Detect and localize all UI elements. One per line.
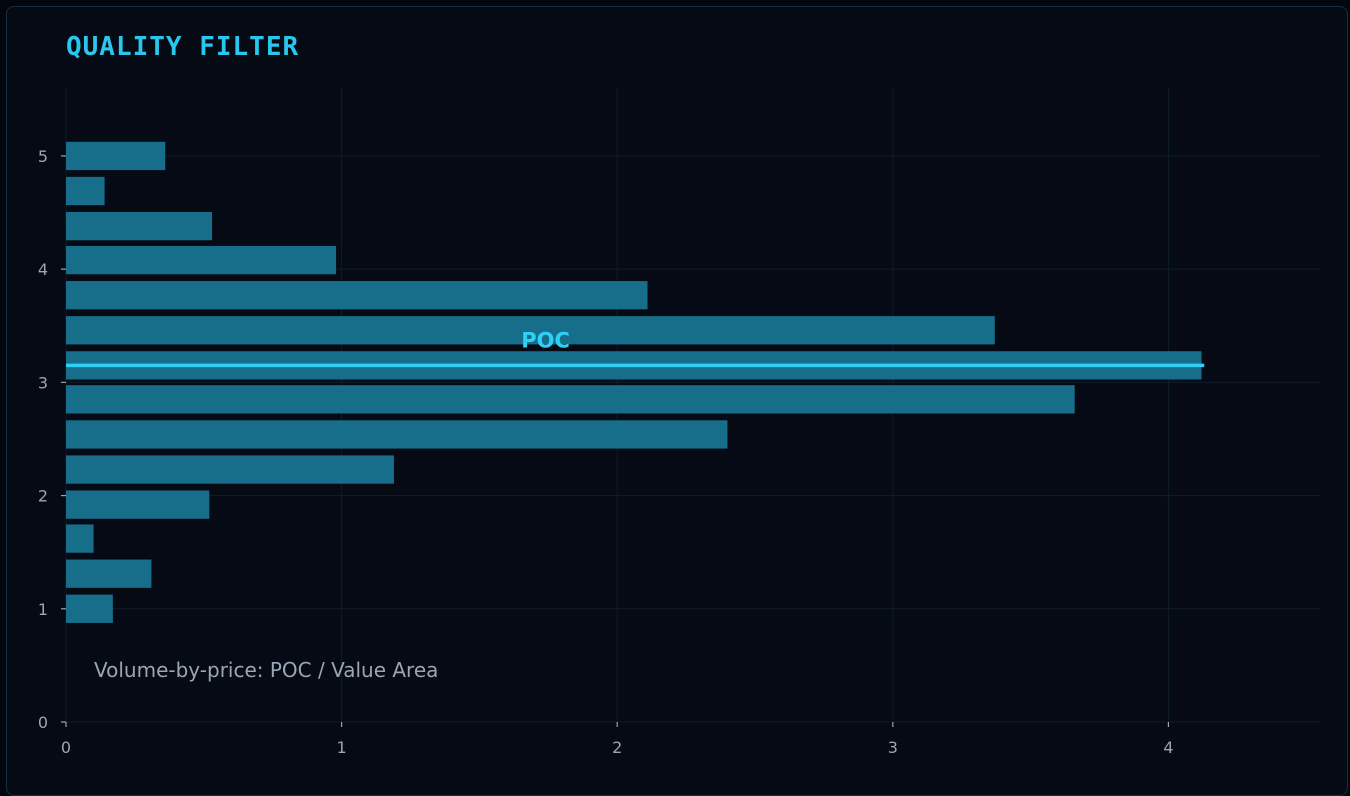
x-tick-label: 2 bbox=[612, 738, 622, 757]
y-tick-label: 3 bbox=[38, 373, 48, 392]
y-tick-label: 0 bbox=[38, 713, 48, 732]
volume-bar bbox=[66, 524, 94, 553]
volume-bar bbox=[66, 141, 166, 171]
y-tick-label: 1 bbox=[38, 600, 48, 619]
volume-bar bbox=[66, 455, 394, 484]
volume-bar bbox=[66, 281, 648, 310]
volume-bar bbox=[66, 245, 337, 275]
volume-bar bbox=[66, 316, 995, 345]
volume-bar bbox=[66, 490, 210, 519]
x-tick-label: 4 bbox=[1163, 738, 1173, 757]
x-tick-label: 0 bbox=[61, 738, 71, 757]
y-tick-label: 4 bbox=[38, 260, 48, 279]
y-tick-label: 2 bbox=[38, 487, 48, 506]
volume-bar bbox=[66, 211, 213, 241]
volume-bar bbox=[66, 385, 1075, 414]
volume-bar bbox=[66, 176, 105, 206]
y-tick-label: 5 bbox=[38, 147, 48, 166]
chart-annotation: Volume-by-price: POC / Value Area bbox=[94, 658, 438, 682]
x-tick-label: 1 bbox=[337, 738, 347, 757]
poc-label: POC bbox=[521, 328, 570, 352]
x-tick-label: 3 bbox=[888, 738, 898, 757]
volume-bar bbox=[66, 594, 113, 623]
volume-bar bbox=[66, 559, 152, 588]
chart-title: QUALITY FILTER bbox=[66, 32, 300, 62]
volume-bar bbox=[66, 420, 728, 449]
